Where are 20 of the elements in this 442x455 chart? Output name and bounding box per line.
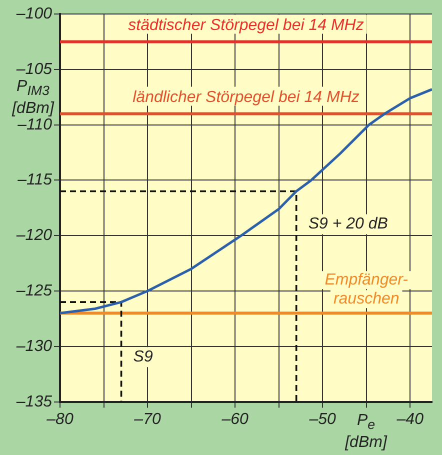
ref-line-label: ländlicher Störpegel bei 14 MHz [132,89,360,106]
y-axis-title: P$_{IM3}$ [dBm] [10,78,56,118]
x-tick-label: –80 [46,410,74,428]
y-tick-label: –125 [15,282,52,300]
x-axis-title: P$_{e}$ [dBm] [344,412,388,452]
y-tick-label: –105 [15,60,52,78]
y-tick-label: –100 [15,5,52,22]
y-tick-label: –135 [15,393,52,410]
ref-line-label: Empfänger- rauschen [324,272,408,308]
x-tick-label: –70 [133,410,161,428]
annotation: S9 [133,348,153,366]
y-tick-label: –130 [15,338,52,355]
x-tick-label: –40 [396,410,424,428]
x-tick-label: –50 [308,410,336,428]
y-tick-label: –120 [15,227,52,244]
annotation: S9 + 20 dB [308,216,388,233]
ref-line-label: städtischer Störpegel bei 14 MHz [128,17,364,34]
x-tick-label: –60 [220,410,249,428]
y-tick-label: –110 [16,116,52,134]
y-tick-label: –115 [16,172,52,189]
